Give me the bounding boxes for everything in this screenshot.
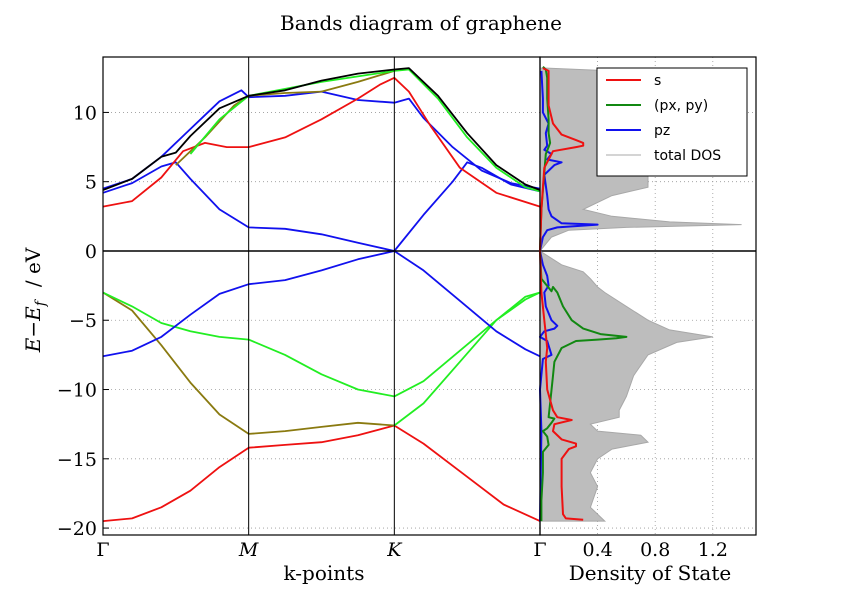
y-tick-label-3: −5 [69, 310, 97, 332]
band-y-ticks: −20 −15 −10 −5 0 5 10 [57, 102, 109, 540]
dos-series-1 [539, 65, 628, 522]
dos-x-axis-label: Density of State [569, 561, 731, 585]
dos-panel: Γ 0.4 0.8 1.2 [533, 56, 757, 561]
chart-title: Bands diagram of graphene [280, 11, 562, 35]
kpoint-label-0: Γ [96, 539, 109, 561]
band-line-1 [102, 291, 395, 435]
y-axis-label-unit: / eV [21, 247, 45, 287]
y-tick-label-6: 10 [73, 102, 97, 124]
legend-label-3: total DOS [654, 148, 721, 164]
dos-x-tick-label-2: 0.8 [640, 539, 670, 561]
y-tick-label-0: −20 [57, 518, 97, 540]
y-axis-label-main: E−E [21, 306, 45, 353]
band-lines [102, 67, 541, 522]
legend-label-2: pz [654, 123, 670, 139]
y-axis-label-subscript: f [33, 298, 49, 307]
dos-x-ticks: Γ 0.4 0.8 1.2 [533, 539, 728, 561]
band-line-3 [102, 291, 541, 398]
band-line-0 [102, 424, 541, 522]
dos-x-tick-label-3: 1.2 [698, 539, 728, 561]
band-line-10 [102, 67, 541, 191]
legend-label-1: (px, py) [654, 98, 708, 114]
band-gridlines [103, 112, 540, 529]
y-tick-label-4: 0 [85, 241, 97, 263]
legend-box [596, 67, 748, 177]
dos-x-tick-label-1: 0.4 [582, 539, 612, 561]
dos-legend: s (px, py) pz total DOS [596, 67, 748, 177]
band-line-5 [102, 161, 541, 252]
band-line-7 [102, 76, 541, 208]
y-tick-label-1: −15 [57, 449, 97, 471]
kpoint-label-1: M [238, 539, 259, 561]
band-frame [102, 56, 541, 536]
y-axis-label: E−Ef / eV [21, 247, 49, 353]
dos-x-tick-label-0: Γ [533, 539, 546, 561]
dos-series-0 [539, 67, 585, 521]
band-panel: −20 −15 −10 −5 0 5 10 Γ M K [57, 56, 756, 561]
y-tick-label-5: 5 [85, 172, 97, 194]
kpoint-label-2: K [386, 539, 403, 561]
band-line-2 [393, 291, 541, 427]
band-line-6 [102, 89, 541, 190]
y-tick-label-2: −10 [57, 380, 97, 402]
dos-frame [539, 56, 757, 536]
band-line-4 [102, 250, 541, 358]
legend-items: s (px, py) pz total DOS [606, 73, 721, 164]
band-x-axis-label: k-points [284, 561, 365, 585]
legend-label-0: s [654, 73, 661, 89]
